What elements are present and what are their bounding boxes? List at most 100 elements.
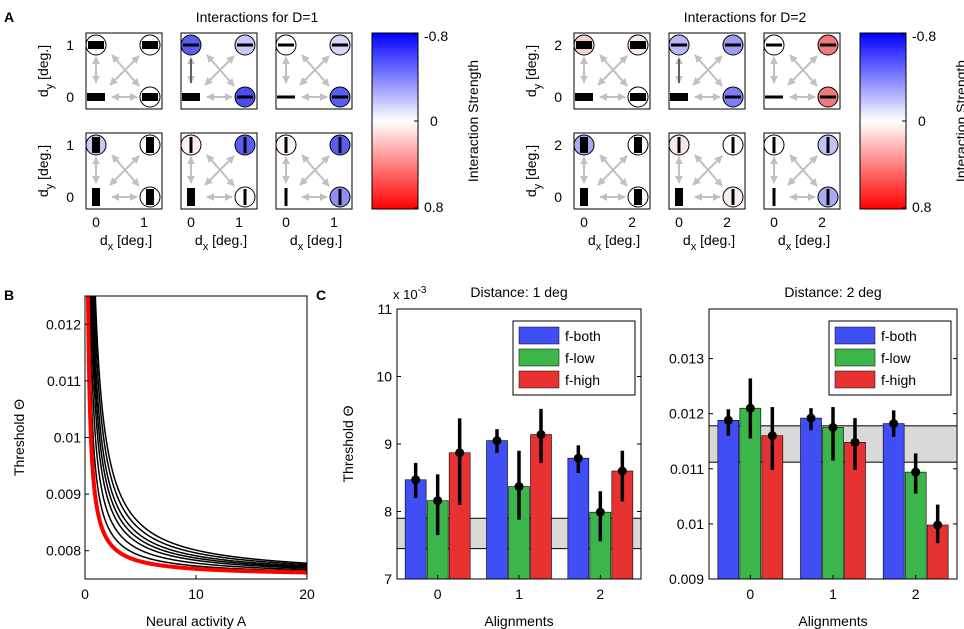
y-tick-label: 0 xyxy=(554,89,562,105)
interaction-line-top-left xyxy=(671,43,687,47)
x-tick-label: 0 xyxy=(675,214,683,230)
legend-swatch-f-high xyxy=(834,370,876,389)
legend-swatch-f-low xyxy=(518,348,560,367)
x-tick-label: 10 xyxy=(188,586,204,602)
curve-black-2 xyxy=(89,296,307,571)
panel-a-title: Interactions for D=2 xyxy=(684,9,807,25)
curve-black-7 xyxy=(94,296,307,564)
interaction-origin-line xyxy=(670,93,688,101)
interaction-line-top-right xyxy=(826,137,830,153)
colorbar-tick-label: 0 xyxy=(430,113,438,129)
legend-swatch-f-both xyxy=(518,326,560,345)
x-axis-label-sub: x xyxy=(298,241,304,253)
mean-point-f-high-0 xyxy=(767,431,777,441)
interaction-line-top-left xyxy=(92,137,100,153)
interaction-arrow-antidiagonal xyxy=(111,54,140,87)
legend-swatch-f-low xyxy=(834,348,876,367)
mean-point-f-low-0 xyxy=(745,403,755,413)
x-tick-label: 2 xyxy=(723,214,731,230)
y-axis-label-d: d xyxy=(35,189,51,197)
x-tick-label: 2 xyxy=(818,214,826,230)
x-axis-label: Neural activity A xyxy=(146,613,247,629)
mean-point-f-both-2 xyxy=(573,453,583,463)
interaction-origin-line xyxy=(187,188,195,206)
y-tick-label: 1 xyxy=(66,37,74,53)
interaction-line-top-left xyxy=(278,43,294,47)
interaction-arrow-antidiagonal xyxy=(206,154,235,187)
bar-f-both-1 xyxy=(486,440,508,580)
x-tick-label: 1 xyxy=(829,586,837,602)
mean-point-f-low-1 xyxy=(514,482,524,492)
y-axis-label: dy [deg.] xyxy=(35,45,56,97)
mean-point-f-both-1 xyxy=(492,436,502,446)
panel-c-distance-1: 0 1 2 7 8 9 10 11 Distance: 1 deg Alignments Thres… xyxy=(340,284,642,629)
interaction-arrow-antidiagonal xyxy=(301,154,330,187)
y-tick-label: 11 xyxy=(377,301,392,317)
interaction-line-top-right xyxy=(142,41,158,49)
mean-point-f-low-1 xyxy=(828,422,838,432)
x-tick-label: 0 xyxy=(282,214,290,230)
y-axis-label-d: d xyxy=(523,189,539,197)
x-axis-label-d: d xyxy=(778,232,786,248)
y-axis-label-unit: [deg.] xyxy=(35,45,51,84)
interaction-arrow-antidiagonal xyxy=(789,54,818,87)
colorbar-tick-label: 0 xyxy=(918,113,926,129)
y-axis-label: dy [deg.] xyxy=(523,45,544,97)
curve-black-4 xyxy=(91,296,307,568)
interaction-line-top-right xyxy=(338,137,342,153)
x-tick-label: 1 xyxy=(515,586,523,602)
interaction-line-top-right xyxy=(731,137,735,153)
panel-letter-a: A xyxy=(4,9,14,25)
interaction-line-bottom-right xyxy=(731,189,735,205)
interaction-line-bottom-right xyxy=(338,189,342,205)
interaction-line-top-left xyxy=(284,137,288,153)
mean-point-f-both-2 xyxy=(889,419,899,429)
x-axis-label-unit: [deg.] xyxy=(791,232,830,248)
y-axis-label: Threshold Θ xyxy=(11,399,27,476)
bar-f-both-2 xyxy=(882,423,905,580)
legend-label: f-low xyxy=(565,350,595,366)
x-tick-label: 0 xyxy=(187,214,195,230)
x-axis-label-sub: x xyxy=(596,241,602,253)
x-axis-label-unit: [deg.] xyxy=(601,232,640,248)
interaction-line-top-right xyxy=(243,137,247,153)
panel-letter-b: B xyxy=(4,287,14,303)
interaction-line-top-left xyxy=(189,137,193,153)
interaction-line-bottom-right xyxy=(725,95,741,99)
interaction-line-top-left xyxy=(766,43,782,47)
curve-black-3 xyxy=(90,296,307,569)
x-axis-label-sub: x xyxy=(203,241,209,253)
interaction-line-top-left xyxy=(677,137,681,153)
mean-point-f-both-0 xyxy=(411,475,421,485)
interaction-line-bottom-right xyxy=(243,189,247,205)
x-tick-label: 1 xyxy=(330,214,338,230)
interaction-arrow-antidiagonal xyxy=(694,54,723,87)
y-axis-label-sub: y xyxy=(532,183,544,189)
y-tick-label: 10 xyxy=(376,369,392,385)
x-tick-label: 0 xyxy=(746,586,754,602)
x-axis-label-sub: x xyxy=(108,241,114,253)
mean-point-f-low-2 xyxy=(911,467,921,477)
interaction-origin-line xyxy=(87,93,105,101)
interaction-line-bottom-right xyxy=(820,95,836,99)
panel-a-title: Interactions for D=1 xyxy=(196,9,319,25)
mean-point-f-both-0 xyxy=(723,415,733,425)
x-tick-label: 0 xyxy=(81,586,89,602)
curve-black-5 xyxy=(92,296,307,567)
y-tick-label: 9 xyxy=(384,436,392,452)
x-axis-label: dx [deg.] xyxy=(588,232,640,253)
panel-letter-c: C xyxy=(316,287,326,303)
legend-label: f-both xyxy=(881,328,917,344)
mean-point-f-both-1 xyxy=(806,413,816,423)
legend-swatch-f-both xyxy=(834,326,876,345)
mean-point-f-high-0 xyxy=(455,448,465,458)
interaction-line-bottom-right xyxy=(237,95,253,99)
interaction-line-bottom-right xyxy=(634,189,642,205)
curve-red xyxy=(85,296,307,575)
interaction-arrow-antidiagonal xyxy=(599,54,628,87)
y-axis-label-unit: [deg.] xyxy=(35,145,51,184)
x-axis-label-d: d xyxy=(195,232,203,248)
y-exponent-base: x 10 xyxy=(393,287,418,302)
x-axis-label-d: d xyxy=(100,232,108,248)
colorbar-tick-label: -0.8 xyxy=(912,28,936,44)
